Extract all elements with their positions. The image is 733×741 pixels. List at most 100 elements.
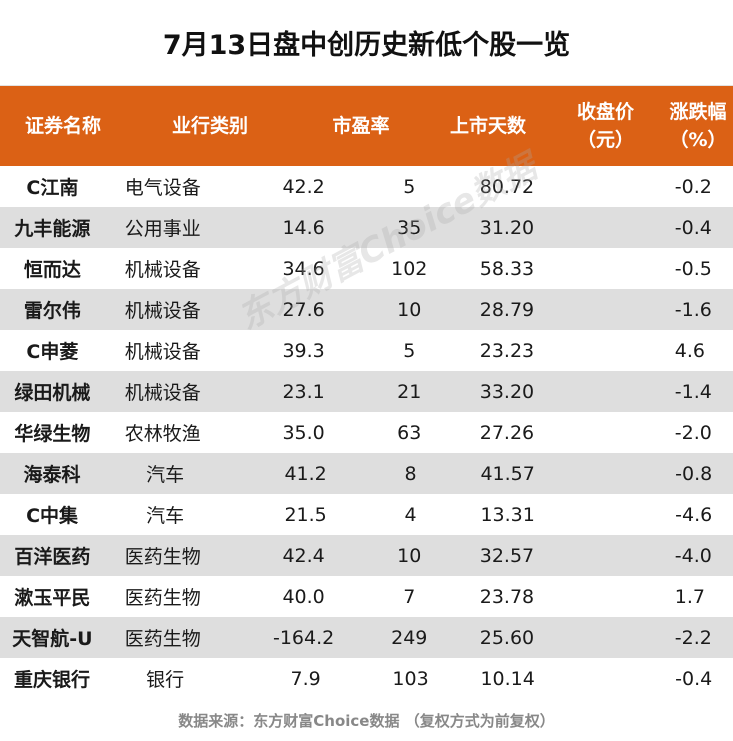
stock-name: 恒而达 xyxy=(23,259,81,281)
table-row: 九丰能源 公用事业 14.6 35 31.20 -0.4 xyxy=(0,207,733,248)
pe-ratio: 40.0 xyxy=(282,585,325,608)
listed-days: 5 xyxy=(403,339,416,362)
table-row: 华绿生物 农林牧渔 35.0 63 27.26 -2.0 xyxy=(0,412,733,453)
table-row: 海泰科 汽车 41.2 8 41.57 -0.8 xyxy=(0,453,733,494)
change-pct: -0.8 xyxy=(675,462,713,485)
industry: 电气设备 xyxy=(124,177,201,199)
table-row: 天智航-U 医药生物 -164.2 249 25.60 -2.2 xyxy=(0,617,733,658)
table-row: 恒而达 机械设备 34.6 102 58.33 -0.5 xyxy=(0,248,733,289)
table-row: 雷尔伟 机械设备 27.6 10 28.79 -1.6 xyxy=(0,289,733,330)
page-title: 7月13日盘中创历史新低个股一览 xyxy=(0,0,733,86)
close-price: 32.57 xyxy=(479,544,535,567)
listed-days: 35 xyxy=(397,216,422,239)
header-days: 上市天数 xyxy=(449,115,526,137)
listed-days: 63 xyxy=(397,421,422,444)
change-pct: -2.2 xyxy=(674,626,712,649)
pe-ratio: 41.2 xyxy=(284,462,327,485)
listed-days: 4 xyxy=(404,503,417,526)
close-price: 31.20 xyxy=(479,216,535,239)
header-change-line2: （%） xyxy=(669,129,727,151)
pe-ratio: 35.0 xyxy=(282,421,325,444)
change-pct: -1.4 xyxy=(674,380,712,403)
industry: 银行 xyxy=(146,669,185,691)
close-price: 28.79 xyxy=(479,298,535,321)
close-price: 25.60 xyxy=(479,626,535,649)
industry: 机械设备 xyxy=(124,259,201,281)
listed-days: 10 xyxy=(397,544,422,567)
listed-days: 10 xyxy=(397,298,422,321)
stock-name: C中集 xyxy=(26,505,79,527)
pe-ratio: 14.6 xyxy=(282,216,325,239)
table-row: C中集 汽车 21.5 4 13.31 -4.6 xyxy=(0,494,733,535)
pe-ratio: 21.5 xyxy=(284,503,327,526)
close-price: 27.26 xyxy=(479,421,535,444)
pe-ratio: -164.2 xyxy=(272,626,335,649)
industry: 农林牧渔 xyxy=(124,423,201,445)
close-price: 23.78 xyxy=(479,585,535,608)
pe-ratio: 42.4 xyxy=(282,544,325,567)
listed-days: 8 xyxy=(404,462,417,485)
header-pe: 市盈率 xyxy=(332,115,390,137)
table-row: C江南 电气设备 42.2 5 80.72 -0.2 xyxy=(0,166,733,207)
change-pct: -4.0 xyxy=(674,544,712,567)
listed-days: 5 xyxy=(403,175,416,198)
table-row: C申菱 机械设备 39.3 5 23.23 4.6 xyxy=(0,330,733,371)
close-price: 13.31 xyxy=(480,503,535,526)
stock-name: 绿田机械 xyxy=(14,382,91,404)
industry: 公用事业 xyxy=(124,218,201,240)
header-change-line1: 涨跌幅 xyxy=(669,101,727,123)
header-change: 涨跌幅 （%） xyxy=(663,86,733,166)
stock-name: 天智航-U xyxy=(12,628,93,650)
close-price: 80.72 xyxy=(479,175,535,198)
industry: 医药生物 xyxy=(124,628,201,650)
header-name: 证券名称 xyxy=(24,115,101,137)
pe-ratio: 27.6 xyxy=(282,298,325,321)
change-pct: -0.4 xyxy=(674,216,712,239)
source-note: 数据来源：东方财富Choice数据 （复权方式为前复权） xyxy=(178,712,555,730)
industry: 机械设备 xyxy=(124,300,201,322)
change-pct: 1.7 xyxy=(674,585,705,608)
listed-days: 102 xyxy=(391,257,428,280)
stock-name: C申菱 xyxy=(26,341,79,363)
close-price: 41.57 xyxy=(480,462,535,485)
close-price: 10.14 xyxy=(480,667,535,690)
listed-days: 103 xyxy=(392,667,429,690)
stock-name: 百洋医药 xyxy=(14,546,91,568)
close-price: 58.33 xyxy=(479,257,535,280)
change-pct: 4.6 xyxy=(674,339,705,362)
stock-name: 海泰科 xyxy=(23,464,81,486)
change-pct: -0.4 xyxy=(675,667,713,690)
table-row: 漱玉平民 医药生物 40.0 7 23.78 1.7 xyxy=(0,576,733,617)
header-industry: 业行类别 xyxy=(171,115,248,137)
table-body: C江南 电气设备 42.2 5 80.72 -0.2 九丰能源 公用事业 14.6 35 31.20… xyxy=(0,166,733,699)
pe-ratio: 39.3 xyxy=(282,339,325,362)
close-price: 33.20 xyxy=(479,380,535,403)
stock-name: 重庆银行 xyxy=(14,669,91,691)
industry: 机械设备 xyxy=(124,341,201,363)
stock-name: 九丰能源 xyxy=(14,218,91,240)
change-pct: -0.5 xyxy=(674,257,712,280)
table-row: 重庆银行 银行 7.9 103 10.14 -0.4 xyxy=(0,658,733,699)
stock-name: C江南 xyxy=(26,177,79,199)
pe-ratio: 42.2 xyxy=(282,175,325,198)
industry: 医药生物 xyxy=(124,546,201,568)
change-pct: -4.6 xyxy=(675,503,713,526)
header-price: 收盘价 （元） xyxy=(548,86,663,166)
header-price-line1: 收盘价 xyxy=(576,101,634,123)
close-price: 23.23 xyxy=(479,339,535,362)
table-row: 百洋医药 医药生物 42.4 10 32.57 -4.0 xyxy=(0,535,733,576)
table-row: 绿田机械 机械设备 23.1 21 33.20 -1.4 xyxy=(0,371,733,412)
pe-ratio: 7.9 xyxy=(290,667,321,690)
change-pct: -2.0 xyxy=(674,421,712,444)
listed-days: 21 xyxy=(397,380,422,403)
industry: 医药生物 xyxy=(124,587,201,609)
industry: 汽车 xyxy=(146,464,185,486)
table-header: 证券名称 业行类别 市盈率 上市天数 收盘价 （元） 涨跌幅 （%） xyxy=(0,86,733,166)
change-pct: -1.6 xyxy=(674,298,712,321)
industry: 汽车 xyxy=(146,505,185,527)
listed-days: 249 xyxy=(391,626,428,649)
pe-ratio: 34.6 xyxy=(282,257,325,280)
listed-days: 7 xyxy=(403,585,416,608)
pe-ratio: 23.1 xyxy=(282,380,325,403)
stock-name: 雷尔伟 xyxy=(23,300,81,322)
